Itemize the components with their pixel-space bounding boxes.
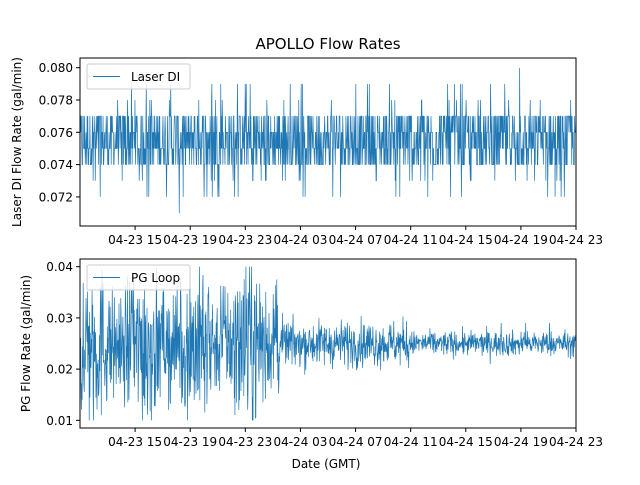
laser-di-legend: Laser DI xyxy=(86,63,191,90)
x-tick-label: 04-24 19 xyxy=(494,233,548,247)
x-tick-label: 04-23 23 xyxy=(218,435,272,449)
laser-di-series-line xyxy=(79,67,577,214)
laser-di-y-axis-label: Laser DI Flow Rate (gal/min) xyxy=(10,57,24,227)
y-tick-label: 0.04 xyxy=(46,260,73,274)
y-tick-label: 0.078 xyxy=(39,94,73,108)
y-tick-label: 0.074 xyxy=(39,158,73,172)
x-tick-label: 04-24 15 xyxy=(439,435,493,449)
x-tick-label: 04-24 15 xyxy=(439,233,493,247)
pg-loop-y-ticks: 0.01 0.02 0.03 0.04 xyxy=(46,260,80,428)
x-tick-label: 04-24 03 xyxy=(273,435,327,449)
pg-loop-y-axis-label: PG Flow Rate (gal/min) xyxy=(19,275,33,412)
laser-di-legend-box xyxy=(86,63,191,90)
laser-di-x-ticks: 04-23 15 04-23 19 04-23 23 04-24 03 04-24 07… xyxy=(108,226,603,247)
chart-title: APOLLO Flow Rates xyxy=(255,35,400,53)
y-tick-label: 0.02 xyxy=(46,363,73,377)
y-tick-label: 0.03 xyxy=(46,311,73,325)
x-tick-label: 04-24 03 xyxy=(273,233,327,247)
pg-loop-legend: PG Loop xyxy=(86,264,191,291)
pg-loop-legend-label: PG Loop xyxy=(131,271,180,285)
y-tick-label: 0.080 xyxy=(39,61,73,75)
pg-loop-x-ticks: 04-23 15 04-23 19 04-23 23 04-24 03 04-24 07… xyxy=(108,428,603,449)
x-tick-label: 04-23 19 xyxy=(163,435,217,449)
x-tick-label: 04-23 15 xyxy=(108,435,162,449)
y-tick-label: 0.01 xyxy=(46,414,73,428)
x-tick-label: 04-24 07 xyxy=(329,233,383,247)
pg-loop-series xyxy=(79,266,577,421)
x-tick-label: 04-23 15 xyxy=(108,233,162,247)
x-tick-label: 04-24 19 xyxy=(494,435,548,449)
x-tick-label: 04-24 11 xyxy=(384,435,438,449)
pg-loop-legend-box xyxy=(86,264,191,291)
laser-di-y-ticks: 0.072 0.074 0.076 0.078 0.080 xyxy=(39,61,80,204)
laser-di-axes-frame xyxy=(79,57,577,227)
x-tick-label: 04-24 23 xyxy=(549,233,603,247)
x-tick-label: 04-24 23 xyxy=(549,435,603,449)
pg-loop-series-line xyxy=(79,266,577,421)
laser-di-series xyxy=(79,67,577,214)
x-tick-label: 04-24 11 xyxy=(384,233,438,247)
x-tick-label: 04-24 07 xyxy=(329,435,383,449)
y-tick-label: 0.076 xyxy=(39,126,73,140)
pg-loop-axes-frame xyxy=(79,258,577,429)
x-axis-label: Date (GMT) xyxy=(292,457,361,471)
laser-di-legend-label: Laser DI xyxy=(131,70,180,84)
x-tick-label: 04-23 19 xyxy=(163,233,217,247)
x-tick-label: 04-23 23 xyxy=(218,233,272,247)
y-tick-label: 0.072 xyxy=(39,190,73,204)
pg-loop-panel: 0.01 0.02 0.03 0.04 04-23 15 04-23 19 04-23 2… xyxy=(19,258,603,449)
